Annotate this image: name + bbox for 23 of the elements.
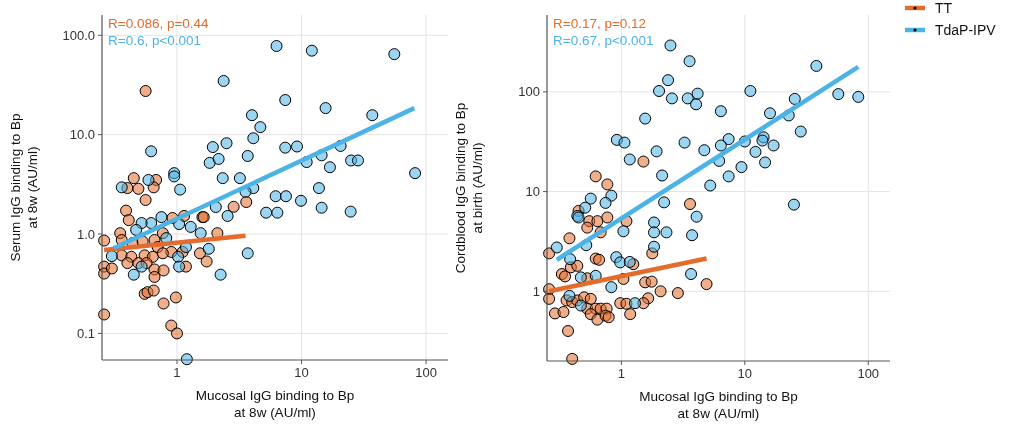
- x-tick-label: 1: [617, 366, 625, 381]
- y-axis-title: Serum IgG binding to Bp at 8w (AU/ml): [8, 113, 40, 262]
- legend-label: TdaP-IPV: [935, 22, 997, 38]
- y-tick-label: 100.0: [62, 27, 95, 43]
- annotation: R=0.086, p=0.44: [108, 16, 210, 31]
- y-tick-label: 10: [525, 184, 540, 200]
- y-axis-title: Cordblood IgG binding to Bp at birth (AU/ml): [453, 102, 485, 274]
- x-tick-label: 100: [857, 366, 880, 381]
- x-tick-label: 1: [173, 365, 181, 380]
- x-axis-title: Mucosal IgG binding to Bp at 8w (AU/ml): [195, 388, 355, 420]
- x-tick-label: 10: [737, 366, 753, 381]
- x-tick-label: 10: [294, 365, 309, 380]
- annotation: R=0.6, p<0.001: [108, 33, 202, 48]
- legend-label: TT: [935, 0, 953, 16]
- y-tick-label: 0.1: [76, 325, 95, 341]
- y-tick-label: 1.0: [76, 226, 95, 242]
- x-axis-title: Mucosal IgG binding to Bp at 8w (AU/ml): [639, 389, 798, 421]
- x-tick-label: 100: [415, 365, 437, 380]
- y-tick-label: 1: [532, 283, 540, 299]
- annotation: R=0.17, p=0.12: [553, 16, 647, 31]
- y-tick-label: 10.0: [69, 127, 95, 143]
- annotation: R=0.67, p<0.001: [553, 33, 654, 48]
- y-tick-label: 100: [518, 84, 540, 100]
